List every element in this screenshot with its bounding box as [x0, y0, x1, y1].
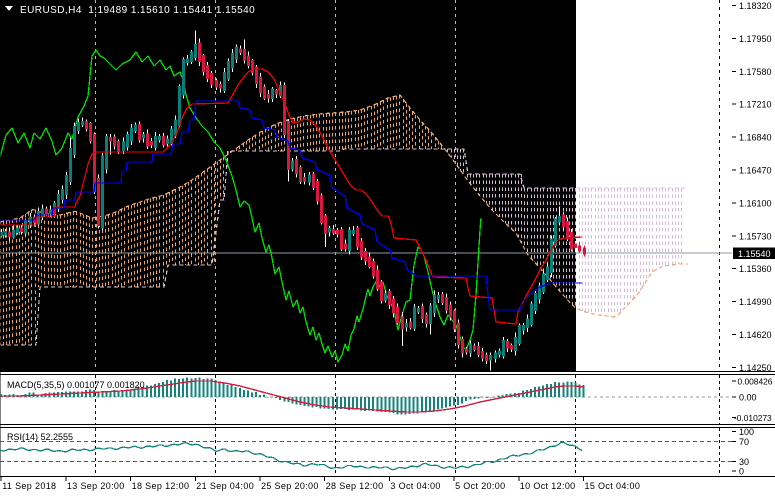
- svg-text:EURUSD,H4 1.19489 1.15610 1.1: EURUSD,H4 1.19489 1.15610 1.15441 1.1554…: [20, 5, 255, 16]
- svg-text:13 Sep 20:00: 13 Sep 20:00: [67, 481, 125, 491]
- svg-text:1.15360: 1.15360: [739, 264, 772, 274]
- svg-text:1.17950: 1.17950: [739, 34, 772, 44]
- svg-text:RSI(14) 52.2555: RSI(14) 52.2555: [7, 432, 73, 442]
- svg-text:1.16470: 1.16470: [739, 166, 772, 176]
- svg-text:1.14990: 1.14990: [739, 297, 772, 307]
- svg-text:3 Oct 04:00: 3 Oct 04:00: [390, 481, 440, 491]
- svg-text:30: 30: [739, 457, 749, 467]
- svg-text:-0.010273: -0.010273: [734, 413, 772, 423]
- svg-text:1.16840: 1.16840: [739, 133, 772, 143]
- svg-text:MACD(5,35,5) 0.001077 0.001820: MACD(5,35,5) 0.001077 0.001820: [7, 380, 145, 390]
- svg-text:0.00: 0.00: [739, 393, 757, 403]
- svg-text:70: 70: [739, 437, 749, 447]
- svg-text:28 Sep 12:00: 28 Sep 12:00: [326, 481, 384, 491]
- svg-text:18 Sep 12:00: 18 Sep 12:00: [132, 481, 190, 491]
- svg-text:5 Oct 20:00: 5 Oct 20:00: [455, 481, 505, 491]
- svg-text:10 Oct 12:00: 10 Oct 12:00: [520, 481, 576, 491]
- svg-text:25 Sep 20:00: 25 Sep 20:00: [261, 481, 319, 491]
- svg-text:1.14250: 1.14250: [739, 363, 772, 373]
- svg-text:11 Sep 2018: 11 Sep 2018: [2, 481, 56, 491]
- svg-text:0.008426: 0.008426: [738, 377, 773, 387]
- svg-text:15 Oct 04:00: 15 Oct 04:00: [585, 481, 641, 491]
- svg-text:1.18320: 1.18320: [739, 1, 772, 11]
- svg-text:1.16100: 1.16100: [739, 198, 772, 208]
- svg-text:1.14620: 1.14620: [739, 330, 772, 340]
- svg-text:0: 0: [739, 467, 744, 477]
- svg-text:1.17580: 1.17580: [739, 67, 772, 77]
- svg-text:100: 100: [739, 427, 754, 437]
- svg-text:21 Sep 04:00: 21 Sep 04:00: [196, 481, 254, 491]
- svg-text:1.15730: 1.15730: [739, 231, 772, 241]
- svg-text:1.15540: 1.15540: [738, 249, 771, 259]
- svg-text:1.17210: 1.17210: [739, 100, 772, 110]
